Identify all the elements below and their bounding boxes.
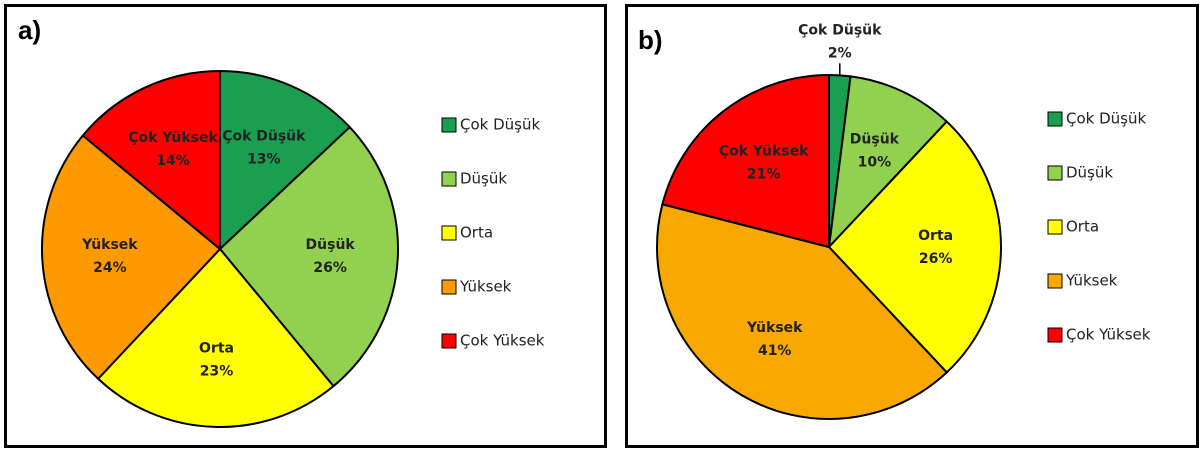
legend-label: Çok Düşük bbox=[1066, 110, 1146, 128]
pie-slice bbox=[41, 134, 222, 381]
legend-label: Çok Yüksek bbox=[1066, 326, 1151, 344]
slice-value-label: 2% bbox=[828, 45, 852, 61]
slice-category-label: Çok Düşük bbox=[222, 129, 306, 145]
legend-swatch bbox=[1047, 111, 1063, 127]
panel-label: b) bbox=[638, 25, 663, 55]
legend-label: Çok Düşük bbox=[460, 116, 540, 134]
pie-slice bbox=[81, 69, 221, 252]
slice-value-label: 13% bbox=[247, 152, 281, 168]
slice-value-label: 10% bbox=[858, 155, 892, 171]
legend-label: Düşük bbox=[1066, 164, 1113, 182]
legend-swatch bbox=[1047, 273, 1063, 289]
pie-slice bbox=[656, 203, 949, 420]
slice-value-label: 26% bbox=[313, 260, 347, 276]
slice-value-label: 26% bbox=[919, 251, 953, 267]
slice-value-label: 23% bbox=[200, 363, 234, 379]
legend-label: Orta bbox=[460, 224, 493, 242]
slice-category-label: Yüksek bbox=[746, 320, 803, 336]
legend-swatch bbox=[441, 333, 457, 349]
legend-swatch bbox=[441, 225, 457, 241]
slice-value-label: 24% bbox=[93, 260, 127, 276]
legend-swatch bbox=[1047, 219, 1063, 235]
legend-swatch bbox=[1047, 327, 1063, 343]
pie-slice bbox=[827, 75, 949, 250]
slice-category-label: Çok Düşük bbox=[798, 22, 882, 38]
slice-value-label: 14% bbox=[156, 153, 190, 169]
pie-slice bbox=[218, 125, 399, 388]
slice-category-label: Çok Yüksek bbox=[128, 130, 218, 146]
slice-category-label: Çok Yüksek bbox=[719, 144, 809, 160]
legend-label: Çok Yüksek bbox=[460, 332, 545, 350]
legend-swatch bbox=[1047, 165, 1063, 181]
slice-category-label: Orta bbox=[918, 228, 953, 244]
pie-slice bbox=[219, 69, 352, 252]
pie-slice bbox=[827, 120, 1002, 374]
legend-swatch bbox=[441, 171, 457, 187]
legend-label: Yüksek bbox=[1065, 272, 1118, 290]
slice-category-label: Düşük bbox=[306, 237, 356, 253]
slice-category-label: Yüksek bbox=[81, 237, 138, 253]
slice-value-label: 41% bbox=[758, 343, 792, 359]
legend-swatch bbox=[441, 279, 457, 295]
legend-label: Düşük bbox=[460, 170, 507, 188]
legend-label: Yüksek bbox=[459, 278, 512, 296]
slice-category-label: Orta bbox=[199, 340, 234, 356]
slice-value-label: 21% bbox=[747, 167, 781, 183]
legend-label: Orta bbox=[1066, 218, 1099, 236]
legend-swatch bbox=[441, 117, 457, 133]
pie-slice bbox=[96, 247, 335, 428]
slice-category-label: Düşük bbox=[850, 132, 900, 148]
pie-slice bbox=[661, 73, 830, 249]
panel-label: a) bbox=[18, 15, 41, 45]
